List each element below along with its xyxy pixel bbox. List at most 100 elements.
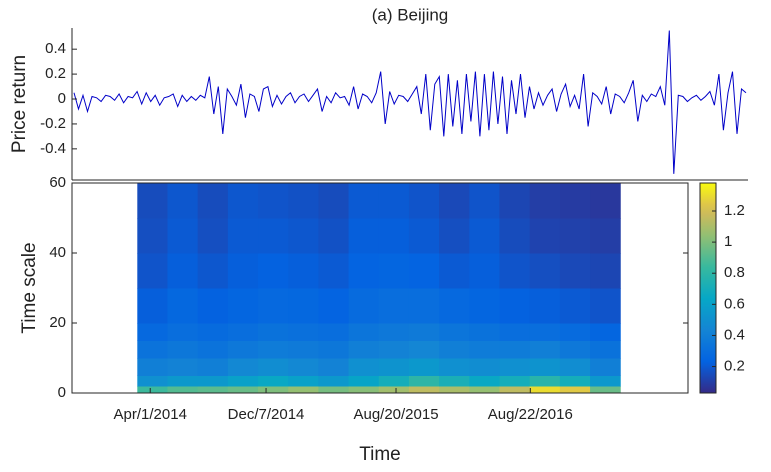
y-tick-label: -0.4 bbox=[40, 140, 66, 157]
heatmap-cell bbox=[318, 340, 350, 359]
heatmap-cell bbox=[529, 218, 561, 254]
heatmap-cell bbox=[197, 375, 229, 387]
heatmap-cell bbox=[469, 358, 501, 376]
x-tick-label: Aug/22/2016 bbox=[488, 406, 573, 423]
heatmap-cell bbox=[258, 183, 289, 219]
heatmap-cell bbox=[408, 323, 440, 341]
colorbar-tick-label: 1 bbox=[724, 233, 732, 250]
heatmap-cell bbox=[227, 183, 259, 219]
heatmap-cell bbox=[348, 253, 380, 289]
heatmap-cell bbox=[469, 253, 501, 289]
heatmap-cell bbox=[529, 340, 561, 359]
heatmap-cell bbox=[590, 358, 621, 376]
heatmap-cell bbox=[348, 323, 380, 341]
heatmap-cell bbox=[288, 323, 319, 341]
heatmap-cell bbox=[378, 218, 410, 254]
heatmap-cell bbox=[529, 358, 561, 376]
heatmap-cell bbox=[137, 358, 168, 376]
y-axis-label: Price return bbox=[9, 55, 30, 153]
heatmap-cell bbox=[288, 340, 319, 359]
heatmap-cell bbox=[197, 218, 229, 254]
heatmap-cell bbox=[378, 183, 410, 219]
heatmap-cell bbox=[318, 218, 350, 254]
heatmap-cell bbox=[318, 288, 350, 324]
heatmap-cell bbox=[197, 183, 229, 219]
heatmap-cell bbox=[439, 358, 470, 376]
heatmap-cell bbox=[408, 288, 440, 324]
heatmap-cell bbox=[378, 323, 410, 341]
heatmap-cell bbox=[348, 340, 380, 359]
heatmap-cell bbox=[348, 218, 380, 254]
x-tick-label: Aug/20/2015 bbox=[353, 406, 438, 423]
heatmap-cell bbox=[167, 288, 199, 324]
heatmap-cell bbox=[559, 358, 591, 376]
heatmap-cell bbox=[499, 386, 531, 394]
heatmap-cell bbox=[167, 375, 199, 387]
heatmap-cell bbox=[167, 218, 199, 254]
heatmap-cell bbox=[258, 253, 289, 289]
heatmap-cell bbox=[348, 386, 380, 394]
heatmap-cell bbox=[258, 323, 289, 341]
x-axis-label: Time bbox=[359, 444, 401, 465]
heatmap-cell bbox=[137, 218, 168, 254]
y-tick-label: -0.2 bbox=[40, 115, 66, 132]
y-tick-label: 0.4 bbox=[45, 40, 66, 57]
heatmap-cell bbox=[408, 253, 440, 289]
heatmap-cell bbox=[258, 386, 289, 394]
heatmap-cell bbox=[499, 375, 531, 387]
heatmap-cell bbox=[439, 218, 470, 254]
colorbar-tick-label: 0.8 bbox=[724, 264, 745, 281]
heatmap-cell bbox=[227, 253, 259, 289]
heatmap-cell bbox=[348, 183, 380, 219]
heatmap-cell bbox=[469, 386, 501, 394]
colorbar-tick-label: 0.4 bbox=[724, 326, 745, 343]
heatmap-cell bbox=[590, 288, 621, 324]
heatmap-cell bbox=[529, 253, 561, 289]
y-tick-label: 0.2 bbox=[45, 65, 66, 82]
heatmap-cell bbox=[408, 218, 440, 254]
heatmap-cell bbox=[137, 183, 168, 219]
colorbar-tick-label: 0.6 bbox=[724, 295, 745, 312]
heatmap-cell bbox=[167, 386, 199, 394]
heatmap-cell bbox=[318, 323, 350, 341]
heatmap-cell bbox=[469, 340, 501, 359]
colorbar-tick-label: 1.2 bbox=[724, 202, 745, 219]
heatmap-cell bbox=[348, 375, 380, 387]
heatmap-cell bbox=[197, 323, 229, 341]
heatmap-cell bbox=[469, 375, 501, 387]
y-tick-label: 0 bbox=[58, 384, 66, 401]
heatmap-cell bbox=[137, 323, 168, 341]
heatmap-cell bbox=[227, 340, 259, 359]
heatmap-cell bbox=[439, 183, 470, 219]
heatmap-cell bbox=[469, 323, 501, 341]
y-tick-label: 60 bbox=[49, 174, 66, 191]
heatmap-cell bbox=[378, 288, 410, 324]
heatmap-cell bbox=[227, 386, 259, 394]
heatmap-cell bbox=[439, 375, 470, 387]
heatmap-cell bbox=[288, 288, 319, 324]
heatmap-cell bbox=[318, 358, 350, 376]
heatmap-cell bbox=[469, 218, 501, 254]
heatmap-cell bbox=[529, 183, 561, 219]
colorbar bbox=[699, 182, 717, 394]
heatmap-cell bbox=[529, 323, 561, 341]
heatmap-cell bbox=[288, 375, 319, 387]
heatmap-cell bbox=[227, 218, 259, 254]
heatmap-cell bbox=[258, 288, 289, 324]
heatmap-cell bbox=[318, 183, 350, 219]
chart-title: (a) Beijing bbox=[372, 5, 449, 24]
heatmap-cell bbox=[590, 323, 621, 341]
heatmap-cell bbox=[559, 253, 591, 289]
heatmap-cell bbox=[378, 253, 410, 289]
heatmap-cell bbox=[167, 183, 199, 219]
heatmap-cell bbox=[197, 253, 229, 289]
heatmap-cell bbox=[197, 386, 229, 394]
heatmap-cell bbox=[499, 323, 531, 341]
heatmap-cell bbox=[258, 218, 289, 254]
heatmap-cell bbox=[499, 340, 531, 359]
heatmap-cell bbox=[499, 288, 531, 324]
heatmap-cell bbox=[258, 375, 289, 387]
heatmap-cell bbox=[378, 358, 410, 376]
heatmap-cell bbox=[408, 358, 440, 376]
